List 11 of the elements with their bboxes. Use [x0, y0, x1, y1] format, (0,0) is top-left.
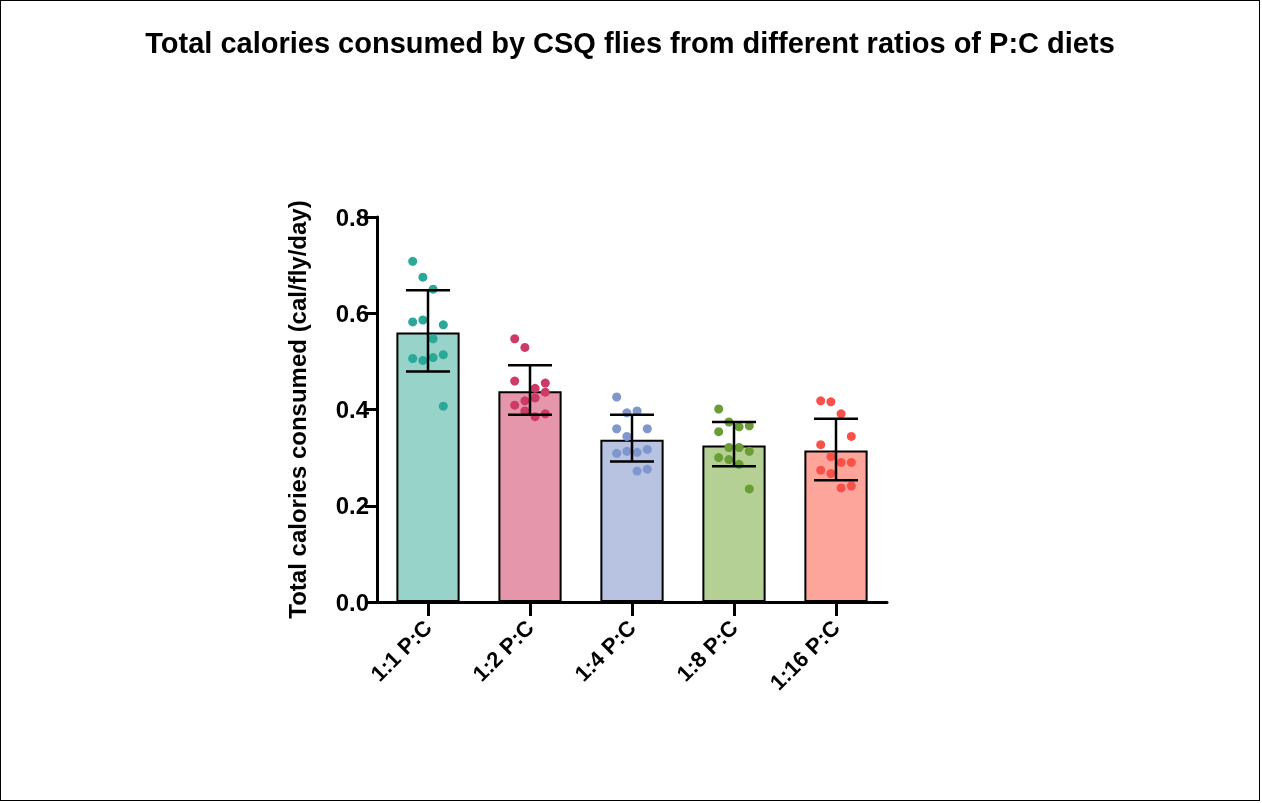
y-tick-label: 0.6 [335, 299, 369, 327]
y-tick-label: 0.0 [335, 588, 369, 616]
y-tick-label: 0.8 [335, 203, 369, 231]
x-tick-label: 1:1 P:C [365, 615, 437, 687]
x-tick-label: 1:8 P:C [671, 615, 743, 687]
chart-title: Total calories consumed by CSQ flies from different ratios of P:C diets [145, 26, 1115, 59]
y-tick-label: 0.2 [335, 492, 369, 520]
x-tick-label: 1:2 P:C [467, 615, 539, 687]
y-tick-label: 0.4 [335, 396, 370, 423]
y-axis-title: Total calories consumed (cal/fly/day) [283, 200, 311, 619]
x-tick-label: 1:4 P:C [569, 615, 641, 687]
